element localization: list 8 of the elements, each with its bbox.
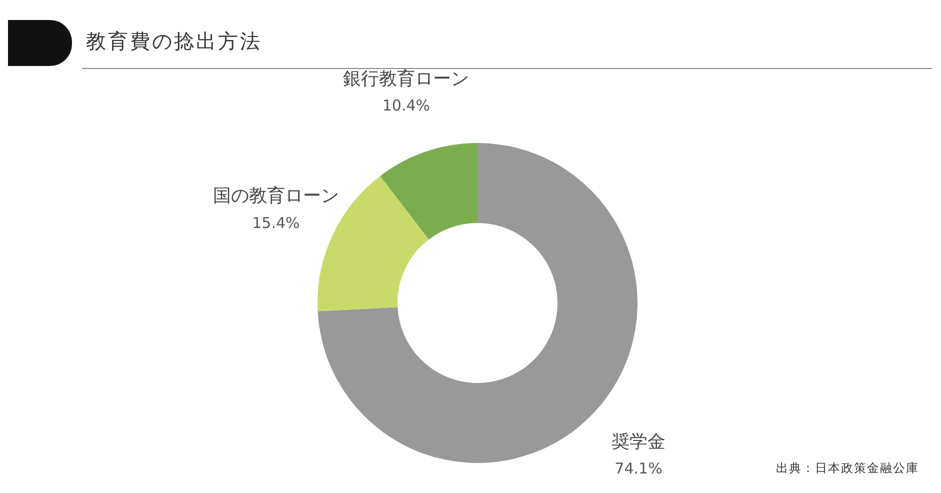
slice-label: 銀行教育ローン xyxy=(343,68,470,90)
data-label: 15.4% xyxy=(252,214,300,232)
source-note: 出典：日本政策金融公庫 xyxy=(776,460,919,477)
data-label: 74.1% xyxy=(614,460,662,478)
chart-title: 教育費の捻出方法 xyxy=(86,28,262,55)
data-label: 10.4% xyxy=(382,96,430,115)
slice-label: 国の教育ローン xyxy=(212,186,339,207)
slice-label: 奨学金 xyxy=(611,432,666,453)
